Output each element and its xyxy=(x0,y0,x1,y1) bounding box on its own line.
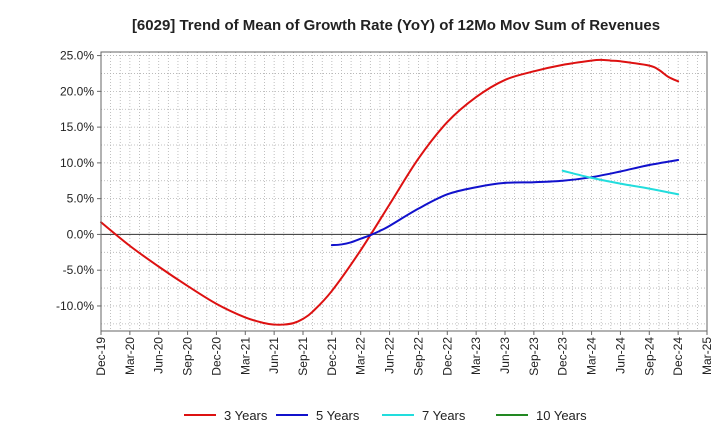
legend: 3 Years 5 Years 7 Years 10 Years xyxy=(184,408,587,423)
x-tick-label: Mar-22 xyxy=(354,337,368,375)
x-tick-label: Sep-23 xyxy=(527,337,541,376)
x-axis: Dec-19 Mar-20 Jun-20 Sep-20 Dec-20 Mar-21 Jun-… xyxy=(94,331,714,376)
chart-title: [6029] Trend of Mean of Growth Rate (YoY… xyxy=(132,17,660,34)
x-tick-label: Dec-21 xyxy=(325,337,339,376)
y-tick-label: -10.0% xyxy=(56,299,94,313)
x-tick-label: Dec-23 xyxy=(556,337,570,376)
y-tick-label: 15.0% xyxy=(60,120,94,134)
x-tick-label: Mar-21 xyxy=(238,337,252,375)
y-tick-label: 10.0% xyxy=(60,156,94,170)
x-tick-label: Jun-24 xyxy=(613,337,627,374)
series-layer xyxy=(100,58,680,326)
x-tick-label: Mar-24 xyxy=(585,337,599,375)
y-tick-label: -5.0% xyxy=(63,263,95,277)
y-tick-label: 5.0% xyxy=(67,192,95,206)
y-tick-label: 25.0% xyxy=(60,49,94,63)
x-tick-label: Jun-22 xyxy=(383,337,397,374)
x-tick-label: Dec-20 xyxy=(209,337,223,376)
x-tick-label: Mar-20 xyxy=(123,337,137,375)
legend-label-7-years: 7 Years xyxy=(422,408,466,423)
x-tick-label: Dec-19 xyxy=(94,337,108,376)
x-tick-label: Sep-21 xyxy=(296,337,310,376)
x-tick-label: Sep-24 xyxy=(642,337,656,376)
x-tick-label: Mar-25 xyxy=(700,337,714,375)
x-tick-label: Jun-20 xyxy=(152,337,166,374)
series-line-5-years xyxy=(330,159,680,247)
x-tick-label: Dec-24 xyxy=(671,337,685,376)
y-tick-label: 0.0% xyxy=(67,227,95,241)
legend-label-10-years: 10 Years xyxy=(536,408,587,423)
x-tick-label: Jun-23 xyxy=(498,337,512,374)
y-axis: 25.0% 20.0% 15.0% 10.0% 5.0% 0.0% -5.0% -10.0% xyxy=(56,49,101,313)
series-line-3-years xyxy=(100,58,680,326)
legend-label-5-years: 5 Years xyxy=(316,408,360,423)
x-tick-label: Sep-20 xyxy=(181,337,195,376)
x-tick-label: Sep-22 xyxy=(411,337,425,376)
series-line-7-years xyxy=(561,169,680,196)
legend-label-3-years: 3 Years xyxy=(224,408,268,423)
x-tick-label: Mar-23 xyxy=(469,337,483,375)
y-tick-label: 20.0% xyxy=(60,84,94,98)
x-tick-label: Dec-22 xyxy=(440,337,454,376)
plot-border xyxy=(100,51,708,332)
x-tick-label: Jun-21 xyxy=(267,337,281,374)
